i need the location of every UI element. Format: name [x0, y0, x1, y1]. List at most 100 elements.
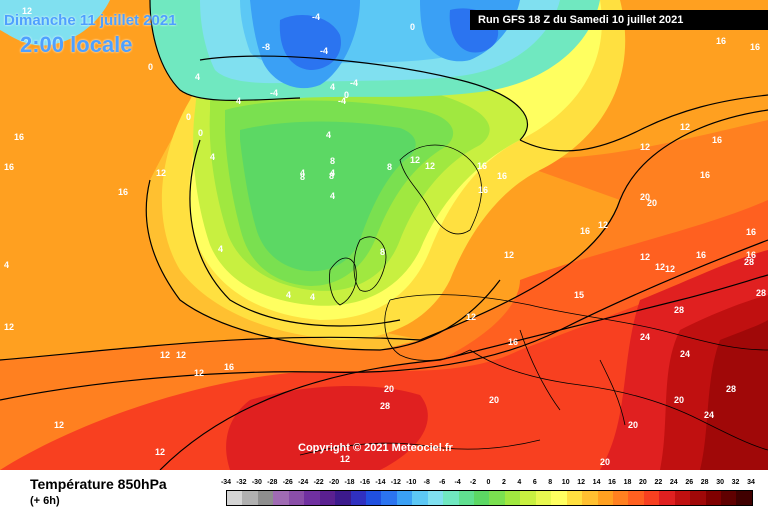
- scale-swatch: [736, 491, 752, 505]
- isotherm-value-label: 0: [410, 22, 415, 32]
- forecast-time: 2:00 locale: [20, 32, 133, 57]
- isotherm-value-label: 8: [300, 172, 305, 182]
- isotherm-value-label: 0: [344, 90, 349, 100]
- isotherm-value-label: 8: [380, 247, 385, 257]
- scale-swatch: [319, 491, 336, 505]
- scale-swatch: [396, 491, 413, 505]
- isotherm-value-label: 4: [195, 72, 200, 82]
- scale-swatch: [643, 491, 660, 505]
- scale-tick-label: 34: [747, 479, 755, 486]
- isotherm-value-label: -4: [338, 96, 346, 106]
- isotherm-value-label: 4: [218, 244, 223, 254]
- scale-tick-label: 4: [517, 479, 522, 486]
- isotherm-value-label: 12: [680, 122, 690, 132]
- scale-swatch: [520, 491, 536, 505]
- scale-swatch: [474, 491, 490, 505]
- temperature-map: 12 -4 0 -8 -4 0 4 -4 -4 0 4 16 4 4 0 4 -4 4 4 0 8 8 8 4 12 12 16 16…: [0, 0, 768, 470]
- isotherm-value-label: 12: [160, 350, 170, 360]
- isotherm-value-label: 16: [497, 171, 507, 181]
- scale-tick-label: -10: [406, 479, 417, 486]
- scale-swatch: [412, 491, 428, 505]
- isotherm-value-label: 12: [155, 447, 165, 457]
- variable-title: Température 850hPa: [30, 476, 167, 492]
- scale-tick-label: 0: [486, 479, 491, 486]
- isotherm-value-label: 24: [680, 349, 690, 359]
- isotherm-value-label: 16: [700, 170, 710, 180]
- isotherm-value-label: -4: [312, 12, 320, 22]
- isotherm-value-label: 12: [156, 168, 166, 178]
- scale-swatch: [458, 491, 474, 505]
- isotherm-value-label: 12: [22, 6, 32, 16]
- scale-tick-label: 10: [561, 479, 570, 486]
- isotherm-value-label: 16: [716, 36, 726, 46]
- isotherm-value-label: 16: [750, 42, 760, 52]
- scale-swatch: [273, 491, 289, 505]
- isotherm-value-label: 0: [148, 62, 153, 72]
- scale-swatch: [381, 491, 397, 505]
- isotherm-value-label: 12: [466, 312, 476, 322]
- scale-tick-label: 28: [700, 479, 709, 486]
- isotherm-value-label: -4: [270, 88, 278, 98]
- isotherm-value-label: 12: [194, 368, 204, 378]
- isotherm-value-label: 20: [640, 192, 650, 202]
- forecast-step: (+ 6h): [30, 495, 60, 507]
- scale-swatch: [659, 491, 675, 505]
- isotherm-value-label: -4: [350, 78, 358, 88]
- scale-tick-label: -18: [344, 479, 355, 486]
- isotherm-value-label: 16: [580, 226, 590, 236]
- scale-swatch: [350, 491, 366, 505]
- scale-tick-label: 24: [669, 479, 678, 486]
- color-scale-ticks: -34 -32 -30 -28 -26 -24 -22 -20 -18 -16 -14 -12 -10-…: [221, 479, 755, 488]
- isotherm-value-label: 20: [647, 198, 657, 208]
- isotherm-value-label: 12: [4, 322, 14, 332]
- isotherm-value-label: 28: [744, 257, 754, 267]
- isotherm-value-label: 12: [54, 420, 64, 430]
- scale-swatch: [335, 491, 351, 505]
- scale-tick-label: -32: [236, 479, 247, 486]
- scale-tick-label: -2: [469, 479, 477, 486]
- scale-swatch: [242, 491, 258, 505]
- scale-swatch: [597, 491, 613, 505]
- scale-tick-label: -26: [282, 479, 293, 486]
- scale-tick-label: -4: [454, 479, 461, 486]
- isotherm-value-label: 15: [574, 290, 584, 300]
- scale-tick-label: -14: [375, 479, 386, 486]
- scale-swatch: [628, 491, 644, 505]
- scale-tick-label: 14: [592, 479, 601, 486]
- scale-swatch: [674, 491, 691, 505]
- scale-tick-label: 20: [639, 479, 647, 486]
- scale-swatch: [612, 491, 629, 505]
- isotherm-value-label: 28: [756, 288, 766, 298]
- isotherm-value-label: 4: [330, 82, 335, 92]
- scale-tick-label: -16: [359, 479, 371, 486]
- scale-swatch: [489, 491, 505, 505]
- isotherm-value-label: 20: [628, 420, 638, 430]
- isotherm-value-label: 16: [224, 362, 234, 372]
- isotherm-value-label: 16: [478, 185, 488, 195]
- scale-tick-label: 8: [548, 479, 553, 486]
- isotherm-value-label: -4: [320, 46, 328, 56]
- scale-swatch: [582, 491, 598, 505]
- isotherm-value-label: 28: [726, 384, 736, 394]
- scale-swatch: [721, 491, 737, 505]
- scale-tick-label: -28: [267, 479, 278, 486]
- isotherm-value-label: 20: [489, 395, 499, 405]
- isotherm-value-label: 4: [326, 130, 331, 140]
- scale-swatch: [304, 491, 320, 505]
- isotherm-value-label: 0: [198, 128, 203, 138]
- isotherm-value-label: 8: [387, 162, 392, 172]
- scale-swatch: [535, 491, 552, 505]
- scale-tick-label: 32: [731, 479, 740, 486]
- scale-swatch: [427, 491, 444, 505]
- color-scale-bar: [226, 490, 753, 506]
- isotherm-value-label: 8: [330, 156, 335, 166]
- scale-tick-label: 30: [716, 479, 724, 486]
- isotherm-value-label: 12: [176, 350, 186, 360]
- scale-swatch: [288, 491, 305, 505]
- scale-tick-label: 22: [654, 479, 663, 486]
- scale-tick-label: 18: [623, 479, 632, 486]
- isotherm-value-label: 16: [712, 135, 722, 145]
- scale-tick-label: -22: [313, 479, 324, 486]
- isotherm-value-label: 16: [746, 250, 756, 260]
- isotherm-value-label: 24: [704, 410, 714, 420]
